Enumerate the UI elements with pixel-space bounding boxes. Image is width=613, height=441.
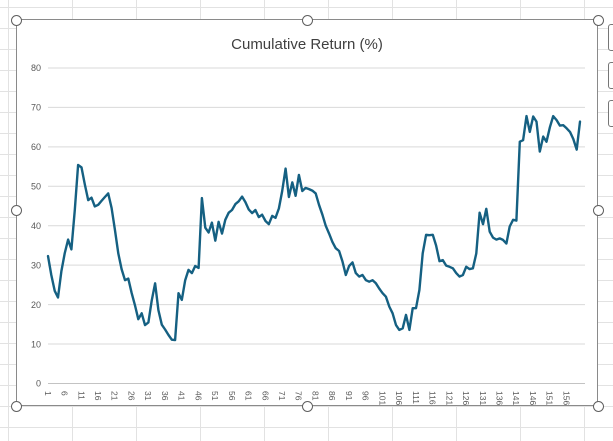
svg-text:116: 116 [428, 391, 438, 405]
svg-text:80: 80 [31, 63, 41, 73]
chart-styles-button[interactable] [608, 62, 613, 89]
chart-elements-button[interactable] [608, 24, 613, 51]
chart-filters-button[interactable] [608, 100, 613, 127]
svg-text:96: 96 [361, 391, 371, 401]
svg-text:31: 31 [143, 391, 153, 401]
svg-text:86: 86 [327, 391, 337, 401]
selection-handle-bottom-left[interactable] [10, 400, 22, 412]
svg-text:156: 156 [561, 391, 571, 405]
svg-text:121: 121 [444, 391, 454, 405]
svg-text:101: 101 [377, 391, 387, 405]
svg-text:50: 50 [31, 182, 41, 192]
svg-text:76: 76 [294, 391, 304, 401]
svg-text:51: 51 [210, 391, 220, 401]
svg-text:30: 30 [31, 260, 41, 270]
svg-text:10: 10 [31, 339, 41, 349]
svg-text:81: 81 [310, 391, 320, 401]
svg-text:70: 70 [31, 103, 41, 113]
chart-area[interactable]: 0 10 20 30 40 50 60 70 80 1 6 11 16 21 26 31 36 41 46 51 56… [16, 19, 598, 406]
series-line[interactable] [46, 114, 582, 342]
svg-text:41: 41 [177, 391, 187, 401]
svg-text:46: 46 [193, 391, 203, 401]
svg-text:6: 6 [60, 391, 70, 396]
selection-handle-top-mid[interactable] [301, 14, 313, 26]
selection-handle-mid-left[interactable] [10, 204, 22, 216]
svg-text:1: 1 [43, 391, 53, 396]
selection-handle-mid-right[interactable] [592, 204, 604, 216]
selection-handle-bottom-right[interactable] [592, 400, 604, 412]
svg-text:61: 61 [244, 391, 254, 401]
svg-text:111: 111 [411, 391, 421, 404]
svg-text:56: 56 [227, 391, 237, 401]
svg-text:20: 20 [31, 300, 41, 310]
selection-handle-top-left[interactable] [10, 14, 22, 26]
svg-text:21: 21 [110, 391, 120, 401]
svg-text:141: 141 [511, 391, 521, 405]
x-axis-labels[interactable]: 1 6 11 16 21 26 31 36 41 46 51 56 61 66 71 76 81 86 91 96 10… [43, 391, 572, 405]
selection-handle-bottom-mid[interactable] [301, 400, 313, 412]
svg-text:60: 60 [31, 142, 41, 152]
svg-text:131: 131 [478, 391, 488, 405]
gridlines [48, 67, 585, 384]
svg-text:26: 26 [126, 391, 136, 401]
svg-text:36: 36 [160, 391, 170, 401]
svg-text:0: 0 [36, 379, 41, 389]
svg-text:11: 11 [76, 391, 86, 400]
svg-text:136: 136 [494, 391, 504, 405]
chart-title[interactable]: Cumulative Return (%) [231, 36, 383, 53]
svg-text:71: 71 [277, 391, 287, 401]
svg-text:16: 16 [93, 391, 103, 401]
svg-text:146: 146 [528, 391, 538, 405]
svg-text:66: 66 [260, 391, 270, 401]
svg-text:40: 40 [31, 221, 41, 231]
svg-text:106: 106 [394, 391, 404, 405]
svg-text:91: 91 [344, 391, 354, 401]
y-axis-labels[interactable]: 0 10 20 30 40 50 60 70 80 [31, 63, 41, 389]
svg-text:151: 151 [545, 391, 555, 405]
selection-handle-top-right[interactable] [592, 14, 604, 26]
svg-text:126: 126 [461, 391, 471, 405]
